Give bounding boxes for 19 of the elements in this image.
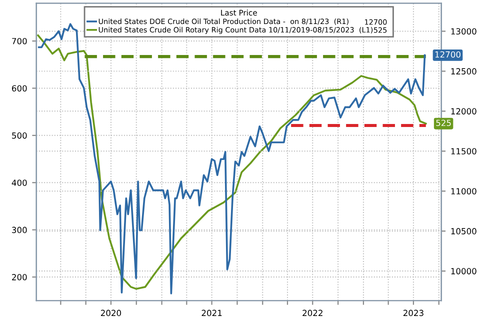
y2-tick-label: 11000 [451, 188, 476, 194]
y2-tick-label: 12000 [451, 108, 476, 114]
y-tick-label: 200 [12, 274, 27, 280]
y-tick-label: 300 [12, 226, 27, 234]
y-tick-label: 500 [12, 132, 27, 139]
x-tick-label: 2020 [100, 310, 122, 316]
data-label: 525 [436, 120, 451, 126]
y2-tick-label: 11500 [451, 148, 476, 154]
y-tick-label: 600 [12, 85, 27, 92]
y2-tick-label: 12500 [451, 68, 476, 74]
data-label: 12700 [435, 51, 460, 58]
x-tick-label: 2022 [302, 310, 322, 316]
y-tick-label: 400 [12, 180, 27, 186]
y2-tick-label: 10500 [451, 228, 476, 234]
y2-tick-label: 10000 [451, 268, 476, 274]
y-tick-label: 700 [12, 38, 27, 44]
y2-tick-label: 13000 [451, 28, 476, 35]
x-tick-label: 2021 [202, 310, 222, 316]
x-tick-label: 2023 [403, 310, 424, 316]
